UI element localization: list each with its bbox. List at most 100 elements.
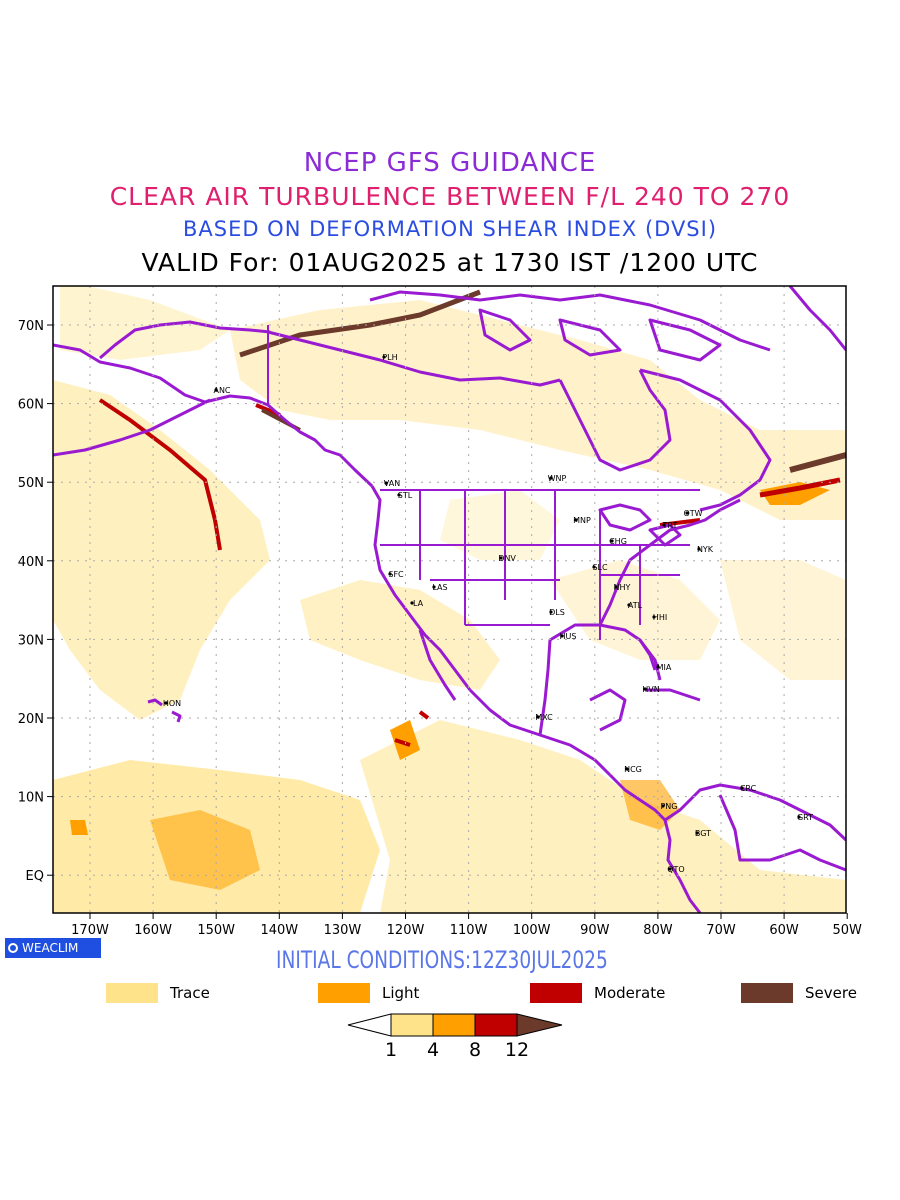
legend-item-trace: Trace <box>106 983 210 1003</box>
lon-label: 160W <box>134 923 172 938</box>
station-label: DLS <box>549 608 565 617</box>
station-label: NCG <box>624 765 642 774</box>
legend-item-light: Light <box>318 983 419 1003</box>
station-label: ANC <box>213 386 230 395</box>
station-label: TRT <box>662 521 678 530</box>
weaclim-logo-icon <box>8 943 18 953</box>
weaclim-badge: WEACLIM <box>5 938 101 958</box>
station-marker <box>643 687 647 691</box>
lat-label: 20N <box>18 712 44 727</box>
station-label: MNP <box>573 516 591 525</box>
valid-time: VALID For: 01AUG2025 at 1730 IST /1200 U… <box>141 248 759 277</box>
station-marker <box>560 634 564 638</box>
station-marker <box>397 493 401 497</box>
legend-label: Severe <box>805 984 857 1002</box>
coastlines <box>53 286 846 913</box>
station-marker <box>627 603 631 607</box>
station-marker <box>592 565 596 569</box>
lat-label: 50N <box>18 476 44 491</box>
station-label: CRC <box>740 784 757 793</box>
station-marker <box>410 601 414 605</box>
station-label: DNV <box>498 554 516 563</box>
lat-label: 40N <box>18 555 44 570</box>
axis-ticks <box>47 324 848 919</box>
station-marker <box>214 388 218 392</box>
lat-label: 30N <box>18 633 44 648</box>
colorbar-max-arrow <box>516 1013 563 1037</box>
station-label: CHG <box>609 537 627 546</box>
station-label: HUS <box>560 632 577 641</box>
title-line-3: BASED ON DEFORMATION SHEAR INDEX (DVSI) <box>182 217 718 241</box>
station-marker <box>662 523 666 527</box>
station-marker <box>610 539 614 543</box>
lat-label: 10N <box>18 791 44 806</box>
station-label: LA <box>413 599 424 608</box>
station-marker <box>499 556 503 560</box>
legend-item-moderate: Moderate <box>530 983 665 1003</box>
station-label: QTO <box>667 865 684 874</box>
station-marker <box>695 831 699 835</box>
station-label: HHI <box>653 613 667 622</box>
plot-frame <box>52 285 847 914</box>
legend-item-severe: Severe <box>741 983 857 1003</box>
lat-label: 60N <box>18 398 44 413</box>
station-label: PLH <box>382 353 397 362</box>
lon-label: 50W <box>832 923 862 938</box>
station-marker <box>625 767 629 771</box>
colorbar: 1 4 8 12 <box>347 1013 563 1061</box>
lon-label: 100W <box>513 923 551 938</box>
latitude-labels: 70N 60N 50N 40N 30N 20N 10N EQ <box>18 319 44 884</box>
lat-label: 70N <box>18 319 44 334</box>
station-marker <box>614 585 618 589</box>
colorbar-cell <box>390 1013 434 1037</box>
station-marker <box>661 804 665 808</box>
station-label: GRT <box>797 813 813 822</box>
station-labels: ANC PLH VAN STL WNP MNP OTW TRT NYK CHG DNV SLC SFC L… <box>163 353 813 874</box>
lat-lon-grid <box>53 286 846 913</box>
station-marker <box>668 867 672 871</box>
station-label: HON <box>163 699 181 708</box>
station-marker <box>652 615 656 619</box>
badge-label: WEACLIM <box>22 941 79 955</box>
colorbar-cell <box>474 1013 518 1037</box>
station-label: NYK <box>697 545 714 554</box>
initial-conditions: INITIAL CONDITIONS:12Z30JUL2025 <box>276 946 608 974</box>
map-plot-area: ANC PLH VAN STL WNP MNP OTW TRT NYK CHG DNV SLC SFC L… <box>53 286 846 913</box>
station-marker <box>388 572 392 576</box>
title-line-2: CLEAR AIR TURBULENCE BETWEEN F/L 240 TO … <box>109 182 791 211</box>
station-label: OTW <box>683 509 702 518</box>
station-marker <box>432 585 436 589</box>
station-marker <box>382 355 386 359</box>
lon-label: 70W <box>706 923 736 938</box>
colorbar-tick-label: 12 <box>505 1039 529 1061</box>
legend-swatch <box>530 983 582 1003</box>
station-label: SFC <box>388 570 404 579</box>
colorbar-cell <box>432 1013 476 1037</box>
legend-label: Moderate <box>594 984 666 1002</box>
station-label: VAN <box>384 479 400 488</box>
station-label: MIA <box>657 663 672 672</box>
lon-label: 120W <box>387 923 425 938</box>
title-line-1: NCEP GFS GUIDANCE <box>303 148 597 178</box>
station-marker <box>656 665 660 669</box>
station-marker <box>536 715 540 719</box>
lon-label: 60W <box>769 923 799 938</box>
station-marker <box>164 701 168 705</box>
legend-swatch <box>318 983 370 1003</box>
lon-label: 170W <box>71 923 109 938</box>
station-marker <box>697 547 701 551</box>
lon-label: 150W <box>197 923 235 938</box>
station-marker <box>549 476 553 480</box>
legend-swatch <box>741 983 793 1003</box>
station-label: PNG <box>660 802 677 811</box>
station-label: ATL <box>628 601 643 610</box>
station-marker <box>549 610 553 614</box>
longitude-labels: 170W 160W 150W 140W 130W 120W 110W 100W 90W 80W 70… <box>71 923 862 938</box>
station-label: STL <box>398 491 413 500</box>
lon-label: 90W <box>580 923 610 938</box>
lon-label: 130W <box>324 923 362 938</box>
station-label: NHY <box>614 583 631 592</box>
lon-label: 80W <box>643 923 673 938</box>
colorbar-tick-label: 1 <box>385 1039 397 1061</box>
